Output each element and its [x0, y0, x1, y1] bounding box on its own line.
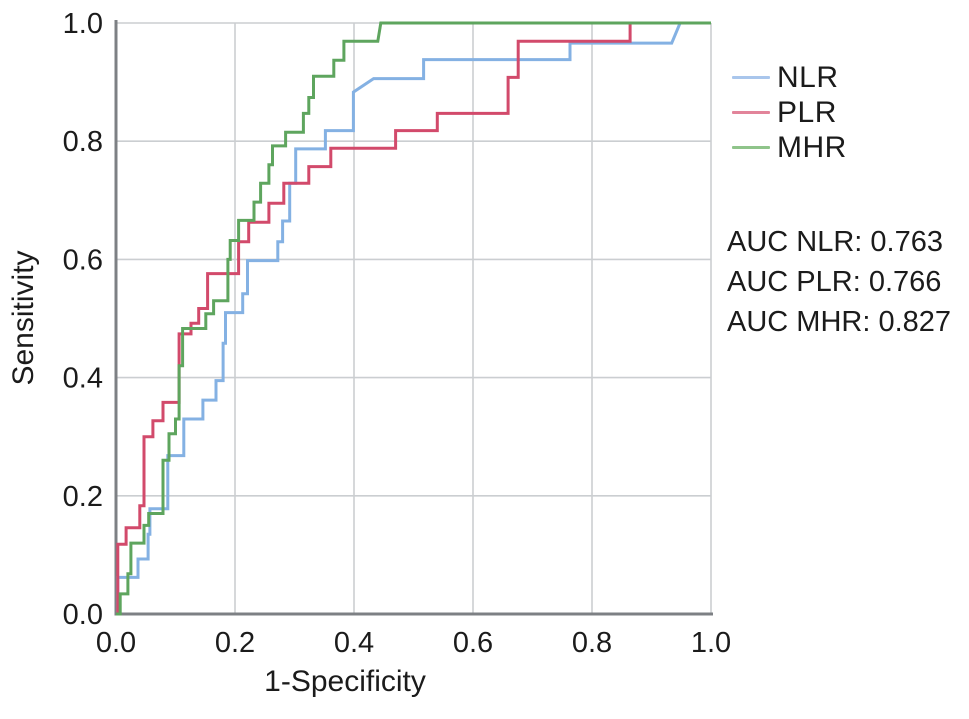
nlr-line-swatch [732, 76, 770, 79]
y-tick-label: 0.4 [63, 363, 103, 395]
tick-labels: 0.0 0.2 0.4 0.6 0.8 1.0 0.0 0.2 0.4 0.6 0.8 1.0 [63, 8, 731, 659]
legend-item-nlr: NLR [732, 60, 847, 95]
legend-label-nlr: NLR [777, 60, 839, 94]
auc-plr-text: AUC PLR: 0.766 [727, 266, 942, 298]
legend-label-plr: PLR [777, 95, 837, 129]
axes [114, 20, 713, 616]
x-tick-label: 1.0 [691, 627, 731, 659]
roc-curve-mhr [116, 21, 711, 616]
x-tick-label: 0.6 [453, 627, 493, 659]
y-tick-label: 0.6 [63, 244, 103, 276]
auc-annotations: AUC NLR: 0.763 AUC PLR: 0.766 AUC MHR: 0… [727, 222, 951, 342]
y-tick-label: 0.8 [63, 126, 103, 158]
plr-line-swatch [732, 111, 770, 114]
legend-label-mhr: MHR [777, 130, 847, 164]
y-tick-label: 0.0 [63, 599, 103, 631]
auc-nlr-text: AUC NLR: 0.763 [727, 226, 943, 258]
mhr-line-swatch [732, 146, 770, 149]
y-axis-title: Sensitivity [7, 250, 40, 385]
x-tick-label: 0.4 [334, 627, 374, 659]
x-tick-label: 0.8 [572, 627, 612, 659]
roc-curve-plr [116, 21, 711, 616]
legend-item-plr: PLR [732, 95, 847, 130]
x-tick-label: 0.0 [96, 627, 136, 659]
legend: NLR PLR MHR [732, 60, 847, 165]
x-axis-title: 1-Specificity [264, 665, 426, 698]
x-tick-label: 0.2 [215, 627, 255, 659]
legend-item-mhr: MHR [732, 130, 847, 165]
y-tick-label: 1.0 [63, 8, 103, 40]
roc-curves [116, 21, 711, 616]
auc-mhr-text: AUC MHR: 0.827 [727, 306, 952, 338]
y-tick-label: 0.2 [63, 481, 103, 513]
